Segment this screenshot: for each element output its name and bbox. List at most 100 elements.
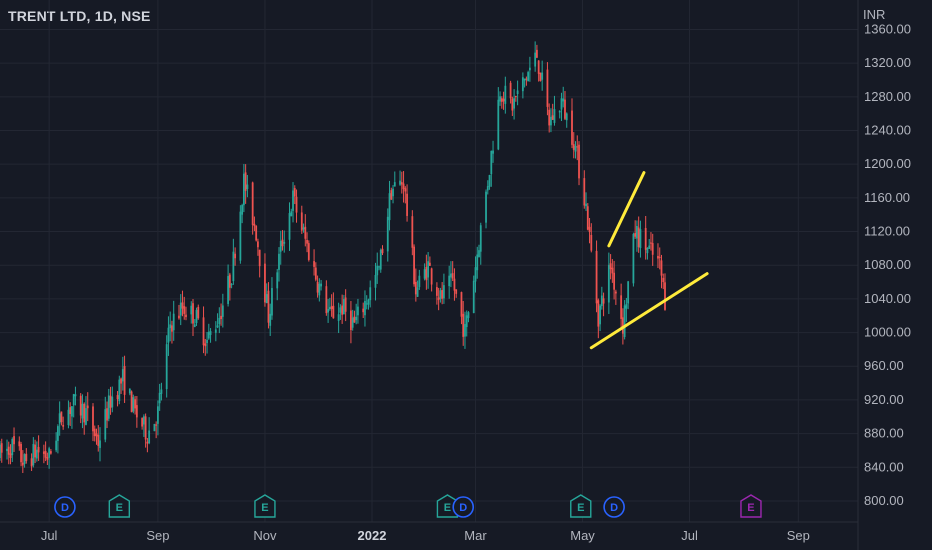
candle-body <box>574 145 577 152</box>
svg-text:D: D <box>459 502 467 514</box>
candle-body <box>32 444 35 466</box>
candle-body <box>404 188 407 192</box>
candle-body <box>55 440 58 451</box>
earnings-badge[interactable]: E <box>108 494 131 518</box>
candle-body <box>548 109 551 126</box>
trendline-lower[interactable] <box>589 272 709 350</box>
grid-lines <box>0 0 858 522</box>
candle-body <box>34 444 36 458</box>
dividend-badge[interactable]: D <box>452 496 475 518</box>
candle-body <box>341 305 344 315</box>
candle-body <box>613 272 616 290</box>
candle-body <box>288 213 291 240</box>
dividend-badge[interactable]: D <box>603 496 625 518</box>
candle-body <box>402 183 405 190</box>
candle-body <box>307 243 310 260</box>
candle-body <box>227 276 229 304</box>
candle-body <box>123 365 126 395</box>
candle-body <box>92 406 94 432</box>
candle-body <box>599 305 601 325</box>
candle-body <box>564 99 566 119</box>
trendline-upper[interactable] <box>607 171 646 248</box>
candle-body <box>362 308 365 313</box>
symbol-title: TRENT LTD, 1D, NSE <box>8 8 151 24</box>
candle-body <box>586 206 589 230</box>
candle-body <box>511 98 514 111</box>
candle-body <box>406 193 408 216</box>
x-tick-label: Sep <box>146 528 169 543</box>
candle-body <box>399 180 401 185</box>
y-tick-label: 1200.00 <box>864 156 911 171</box>
candle-body <box>462 313 465 337</box>
candle-body <box>497 99 500 150</box>
candle-body <box>541 72 544 80</box>
candle-body <box>153 423 156 432</box>
earnings-badge[interactable]: E <box>254 494 276 518</box>
y-tick-label: 1120.00 <box>864 224 910 239</box>
candle-body <box>132 397 135 412</box>
x-tick-label: Nov <box>253 528 277 543</box>
candle-body <box>504 85 507 104</box>
candle-body <box>650 242 652 244</box>
price-axis: 1360.00 1320.00 1280.00 1240.00 1200.00 1160.… <box>864 21 911 507</box>
earnings-badge[interactable]: E <box>570 494 592 518</box>
candle-body <box>206 339 208 344</box>
candle-body <box>11 438 14 456</box>
trendlines <box>589 171 709 350</box>
candle-body <box>585 203 587 207</box>
candle-body <box>99 440 101 448</box>
candle-body <box>657 255 659 259</box>
candle-body <box>639 229 642 249</box>
y-tick-label: 1080.00 <box>864 257 911 272</box>
candle-body <box>451 273 454 279</box>
candle-body <box>193 324 196 327</box>
candle-body <box>264 263 266 303</box>
candle-body <box>120 378 122 384</box>
candle-body <box>578 144 580 179</box>
candle-body <box>246 184 249 190</box>
candle-body <box>279 240 282 252</box>
candle-body <box>595 250 598 304</box>
candle-body <box>500 98 503 102</box>
candle-body <box>328 307 331 310</box>
candle-body <box>290 211 293 217</box>
candle-body <box>320 283 322 287</box>
candle-body <box>627 281 630 304</box>
earnings-badge[interactable]: E <box>740 494 762 518</box>
candle-body <box>443 285 445 299</box>
candle-body <box>550 116 552 126</box>
candle-body <box>130 391 133 413</box>
candle-body <box>488 174 491 187</box>
candle-body <box>536 49 538 58</box>
candle-body <box>230 284 233 286</box>
y-tick-label: 960.00 <box>864 358 904 373</box>
candle-body <box>400 182 403 185</box>
candle-body <box>525 78 528 80</box>
candle-body <box>58 413 61 424</box>
candle-body <box>232 251 235 282</box>
candle-body <box>597 300 600 327</box>
candle-body <box>562 98 565 102</box>
candle-body <box>558 110 561 113</box>
candle-body <box>179 302 182 316</box>
candle-body <box>450 273 452 278</box>
candle-body <box>57 426 59 441</box>
candle-body <box>192 303 194 324</box>
candle-body <box>660 260 663 276</box>
candle-body <box>46 457 49 460</box>
candle-body <box>104 409 107 440</box>
candle-body <box>71 406 73 417</box>
candle-body <box>135 405 138 418</box>
svg-text:E: E <box>261 502 268 514</box>
candle-body <box>337 314 340 321</box>
candles <box>0 41 666 474</box>
candle-body <box>62 424 65 427</box>
candle-body <box>551 115 554 120</box>
dividend-badge[interactable]: D <box>54 496 76 518</box>
candle-body <box>539 72 542 82</box>
candle-body <box>414 281 417 295</box>
candle-body <box>86 405 89 409</box>
